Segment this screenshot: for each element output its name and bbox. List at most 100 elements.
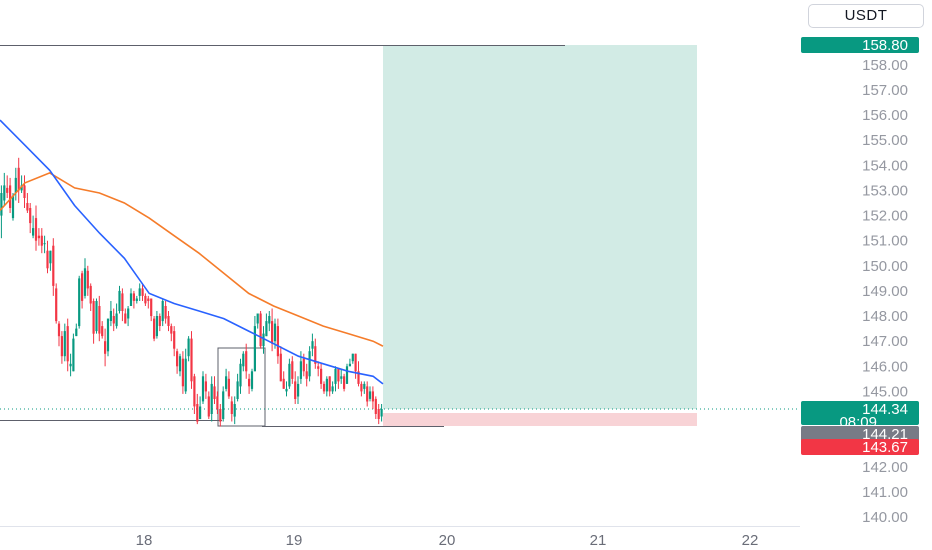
candle xyxy=(153,316,156,342)
candle xyxy=(141,283,144,301)
candle xyxy=(259,311,262,349)
candle xyxy=(340,368,343,384)
candle xyxy=(124,308,127,324)
candle xyxy=(216,391,219,414)
candle xyxy=(167,311,170,332)
candle xyxy=(363,381,366,394)
candle xyxy=(29,203,32,234)
candle xyxy=(95,298,98,334)
price-axis-label: 147.00 xyxy=(862,333,908,350)
candle xyxy=(325,376,328,397)
time-axis[interactable]: 18 19 20 21 22 xyxy=(136,532,759,549)
candle xyxy=(104,328,107,367)
candle xyxy=(147,295,150,309)
candle xyxy=(129,288,133,306)
candle xyxy=(308,346,311,382)
candle xyxy=(158,313,161,332)
candle xyxy=(155,311,158,339)
candle xyxy=(276,318,279,364)
candle xyxy=(337,368,340,389)
price-axis-label: 148.00 xyxy=(862,308,908,325)
candle xyxy=(190,331,193,389)
time-axis-label: 21 xyxy=(590,532,607,549)
currency-selector-button[interactable]: USDT xyxy=(808,4,924,28)
price-axis-label: 142.00 xyxy=(862,459,908,476)
candle xyxy=(121,288,124,322)
candle xyxy=(311,333,314,357)
candle xyxy=(11,193,15,221)
candle xyxy=(89,283,92,311)
candle xyxy=(150,298,153,322)
candle xyxy=(227,371,230,399)
candle xyxy=(75,323,78,337)
candle xyxy=(63,323,66,362)
candle xyxy=(144,293,147,306)
candle xyxy=(132,290,135,309)
candle xyxy=(43,235,46,254)
candle xyxy=(380,404,383,422)
candle xyxy=(193,373,196,414)
candle xyxy=(60,331,63,364)
candle xyxy=(109,301,112,327)
candle xyxy=(161,298,164,327)
candle xyxy=(222,386,225,422)
candle xyxy=(78,275,81,329)
candle xyxy=(112,308,115,332)
candle xyxy=(343,373,346,392)
candle xyxy=(345,363,349,384)
candle xyxy=(213,376,216,404)
candle xyxy=(34,205,38,251)
price-axis-label: 155.00 xyxy=(862,132,908,149)
candle xyxy=(320,363,323,389)
candle xyxy=(294,371,297,404)
price-tag: 143.67 xyxy=(801,439,919,456)
candle xyxy=(204,373,207,399)
candle xyxy=(236,373,239,402)
candle xyxy=(72,333,75,372)
price-axis[interactable]: 140.00141.00142.00143.00144.00145.00146.… xyxy=(862,57,908,526)
candle xyxy=(322,381,326,394)
price-tag: 144.21 xyxy=(801,426,919,443)
candle xyxy=(265,313,268,337)
candle xyxy=(348,358,351,367)
candle xyxy=(239,358,242,394)
candle xyxy=(245,343,248,379)
candle xyxy=(66,318,69,372)
candle xyxy=(3,172,6,206)
candle xyxy=(57,321,61,347)
price-tag-label: 158.80 xyxy=(862,37,908,54)
candle xyxy=(256,313,259,329)
candle xyxy=(377,404,380,425)
candle xyxy=(83,258,87,299)
candle xyxy=(317,361,320,377)
candle xyxy=(20,175,23,193)
candle xyxy=(210,376,213,422)
candle xyxy=(285,381,288,397)
candle xyxy=(268,311,271,332)
candle xyxy=(0,185,3,239)
profit-zone xyxy=(383,45,697,409)
candle xyxy=(196,393,199,425)
candle xyxy=(366,381,369,407)
price-axis-label: 156.00 xyxy=(862,107,908,124)
candle xyxy=(23,175,26,208)
time-axis-label: 22 xyxy=(742,532,759,549)
candle xyxy=(331,381,334,394)
candle xyxy=(297,376,300,404)
price-axis-label: 154.00 xyxy=(862,157,908,174)
candle xyxy=(291,356,294,384)
price-axis-label: 157.00 xyxy=(862,82,908,99)
time-axis-label: 18 xyxy=(136,532,153,549)
candle xyxy=(52,238,55,296)
price-tag-label: 144.34 xyxy=(862,401,908,418)
candle xyxy=(288,358,291,389)
candle xyxy=(368,386,372,402)
candle xyxy=(14,167,17,201)
candle xyxy=(17,157,20,203)
price-axis-label: 149.00 xyxy=(862,283,908,300)
candle xyxy=(219,404,222,427)
loss-zone xyxy=(383,413,697,426)
candle xyxy=(86,265,89,296)
candle xyxy=(334,366,337,392)
